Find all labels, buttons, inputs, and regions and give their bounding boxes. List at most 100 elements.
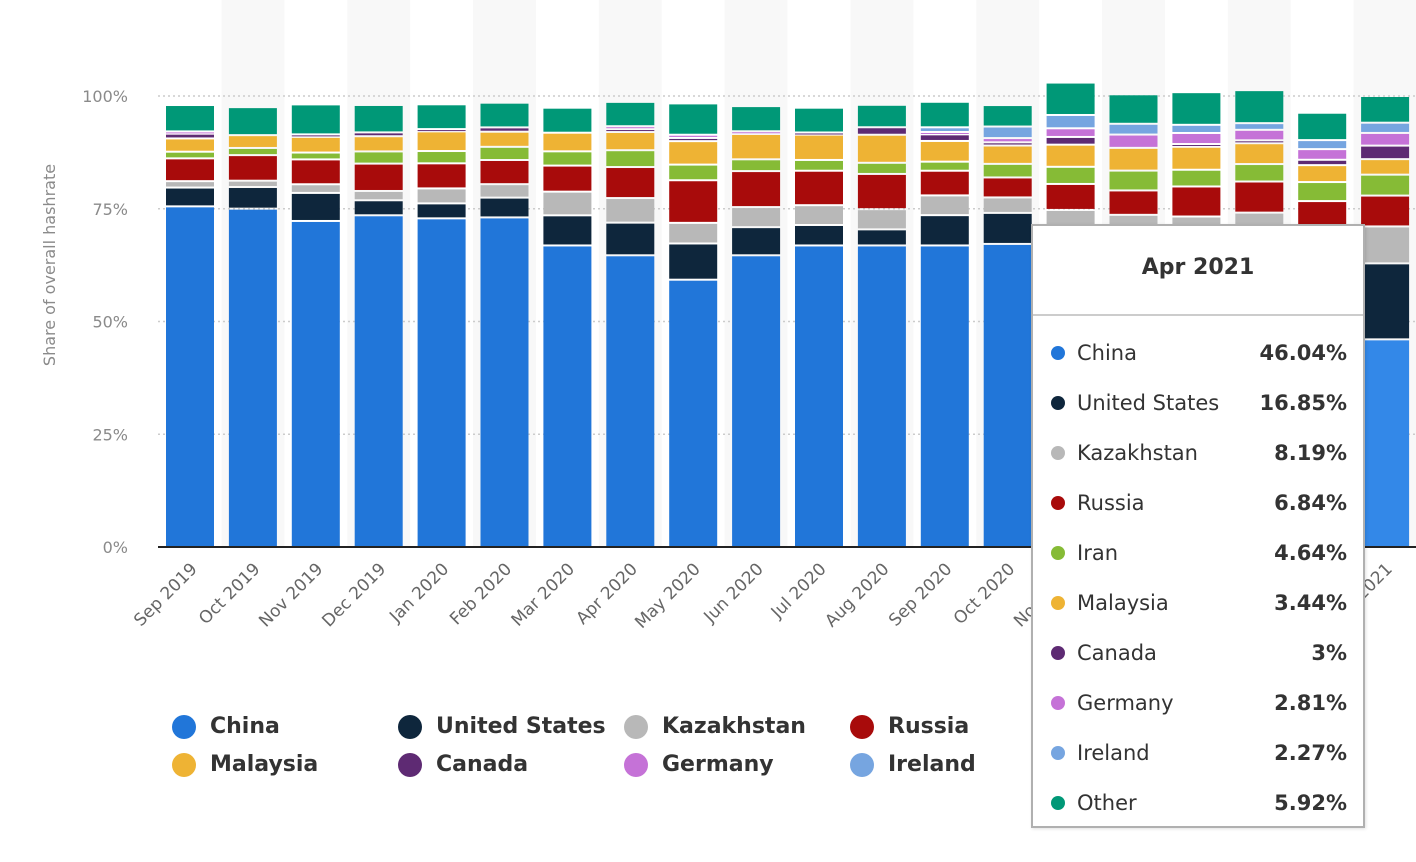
bar-segment-iran[interactable] bbox=[354, 152, 403, 163]
bar-segment-other[interactable] bbox=[417, 105, 466, 129]
bar-segment-iran[interactable] bbox=[1361, 175, 1410, 195]
legend-item-russia[interactable]: Russia bbox=[850, 714, 969, 739]
bar-segment-canada[interactable] bbox=[857, 128, 906, 134]
bar-segment-ireland[interactable] bbox=[983, 127, 1032, 138]
bar-segment-iran[interactable] bbox=[291, 153, 340, 159]
bar-segment-iran[interactable] bbox=[228, 148, 277, 155]
bar-segment-russia[interactable] bbox=[732, 172, 781, 207]
bar-segment-iran[interactable] bbox=[795, 160, 843, 170]
bar-segment-ireland[interactable] bbox=[920, 128, 969, 131]
bar-segment-china[interactable] bbox=[920, 246, 969, 546]
bar-segment-malaysia[interactable] bbox=[857, 135, 906, 162]
bar-segment-china[interactable] bbox=[1361, 340, 1410, 546]
bar-segment-germany[interactable] bbox=[1109, 135, 1158, 147]
bar-segment-canada[interactable] bbox=[606, 130, 655, 132]
bar-segment-kazakhstan[interactable] bbox=[291, 185, 340, 192]
bar-segment-canada[interactable] bbox=[920, 135, 969, 140]
bar-segment-united-states[interactable] bbox=[480, 198, 529, 217]
bar-segment-germany[interactable] bbox=[1172, 133, 1221, 144]
bar-segment-ireland[interactable] bbox=[1109, 124, 1158, 134]
bar-segment-kazakhstan[interactable] bbox=[1361, 227, 1410, 263]
bar-stack[interactable] bbox=[228, 108, 277, 547]
bar-segment-germany[interactable] bbox=[1361, 133, 1410, 145]
bar-stack[interactable] bbox=[417, 105, 466, 546]
bar-segment-united-states[interactable] bbox=[1361, 264, 1410, 339]
bar-segment-other[interactable] bbox=[795, 108, 843, 132]
bar-segment-other[interactable] bbox=[228, 108, 277, 135]
bar-segment-iran[interactable] bbox=[669, 165, 718, 180]
bar-stack[interactable] bbox=[291, 105, 340, 546]
bar-segment-malaysia[interactable] bbox=[354, 137, 403, 151]
bar-segment-germany[interactable] bbox=[920, 132, 969, 134]
bar-stack[interactable] bbox=[732, 107, 781, 546]
bar-segment-other[interactable] bbox=[1298, 113, 1347, 140]
bar-segment-russia[interactable] bbox=[1046, 184, 1095, 209]
bar-segment-china[interactable] bbox=[228, 209, 277, 547]
bar-stack[interactable] bbox=[166, 106, 214, 547]
bar-segment-germany[interactable] bbox=[606, 127, 655, 129]
bar-segment-united-states[interactable] bbox=[983, 213, 1032, 243]
bar-segment-malaysia[interactable] bbox=[983, 146, 1032, 163]
bar-segment-united-states[interactable] bbox=[166, 188, 214, 206]
bar-segment-germany[interactable] bbox=[669, 135, 718, 137]
bar-segment-malaysia[interactable] bbox=[291, 137, 340, 152]
bar-segment-united-states[interactable] bbox=[857, 230, 906, 245]
legend-item-canada[interactable]: Canada bbox=[398, 752, 528, 777]
bar-segment-malaysia[interactable] bbox=[1361, 160, 1410, 174]
bar-segment-canada[interactable] bbox=[983, 143, 1032, 145]
bar-segment-iran[interactable] bbox=[1235, 165, 1284, 181]
bar-stack[interactable] bbox=[795, 108, 843, 546]
bar-segment-russia[interactable] bbox=[228, 156, 277, 180]
bar-segment-ireland[interactable] bbox=[1361, 123, 1410, 132]
bar-segment-united-states[interactable] bbox=[291, 193, 340, 220]
bar-segment-germany[interactable] bbox=[1298, 150, 1347, 159]
bar-segment-kazakhstan[interactable] bbox=[669, 223, 718, 243]
bar-segment-russia[interactable] bbox=[543, 166, 592, 191]
bar-segment-iran[interactable] bbox=[1172, 170, 1221, 186]
bar-segment-canada[interactable] bbox=[354, 133, 403, 136]
bar-stack[interactable] bbox=[920, 102, 969, 546]
bar-segment-russia[interactable] bbox=[606, 168, 655, 198]
bar-segment-russia[interactable] bbox=[795, 171, 843, 205]
bar-segment-russia[interactable] bbox=[669, 181, 718, 222]
bar-segment-canada[interactable] bbox=[291, 135, 340, 137]
bar-segment-germany[interactable] bbox=[732, 132, 781, 134]
bar-segment-russia[interactable] bbox=[1361, 196, 1410, 226]
bar-segment-germany[interactable] bbox=[1046, 129, 1095, 136]
bar-stack[interactable] bbox=[606, 102, 655, 546]
bar-segment-malaysia[interactable] bbox=[732, 134, 781, 159]
bar-segment-other[interactable] bbox=[857, 105, 906, 127]
bar-segment-canada[interactable] bbox=[669, 138, 718, 141]
bar-segment-other[interactable] bbox=[1361, 97, 1410, 122]
bar-segment-china[interactable] bbox=[983, 244, 1032, 547]
bar-segment-kazakhstan[interactable] bbox=[228, 181, 277, 187]
bar-stack[interactable] bbox=[354, 105, 403, 547]
bar-segment-russia[interactable] bbox=[1298, 202, 1347, 228]
bar-segment-united-states[interactable] bbox=[732, 228, 781, 255]
bar-segment-china[interactable] bbox=[543, 246, 592, 546]
bar-segment-kazakhstan[interactable] bbox=[354, 191, 403, 200]
bar-segment-russia[interactable] bbox=[920, 171, 969, 195]
bar-segment-canada[interactable] bbox=[166, 134, 214, 138]
bar-segment-canada[interactable] bbox=[480, 128, 529, 131]
bar-segment-kazakhstan[interactable] bbox=[480, 185, 529, 197]
bar-segment-iran[interactable] bbox=[166, 152, 214, 158]
bar-segment-ireland[interactable] bbox=[1046, 115, 1095, 128]
bar-segment-united-states[interactable] bbox=[920, 216, 969, 245]
bar-segment-other[interactable] bbox=[669, 104, 718, 134]
bar-segment-other[interactable] bbox=[1046, 83, 1095, 114]
bar-segment-malaysia[interactable] bbox=[1298, 166, 1347, 182]
bar-segment-other[interactable] bbox=[480, 103, 529, 127]
bar-segment-iran[interactable] bbox=[732, 160, 781, 171]
bar-segment-kazakhstan[interactable] bbox=[166, 182, 214, 187]
bar-segment-iran[interactable] bbox=[480, 147, 529, 159]
bar-segment-other[interactable] bbox=[543, 108, 592, 132]
bar-segment-united-states[interactable] bbox=[228, 188, 277, 208]
bar-segment-malaysia[interactable] bbox=[166, 139, 214, 151]
bar-segment-other[interactable] bbox=[920, 102, 969, 127]
bar-segment-china[interactable] bbox=[354, 216, 403, 547]
bar-segment-iran[interactable] bbox=[1046, 167, 1095, 183]
bar-segment-kazakhstan[interactable] bbox=[983, 198, 1032, 212]
bar-segment-malaysia[interactable] bbox=[795, 135, 843, 159]
bar-segment-russia[interactable] bbox=[291, 160, 340, 184]
